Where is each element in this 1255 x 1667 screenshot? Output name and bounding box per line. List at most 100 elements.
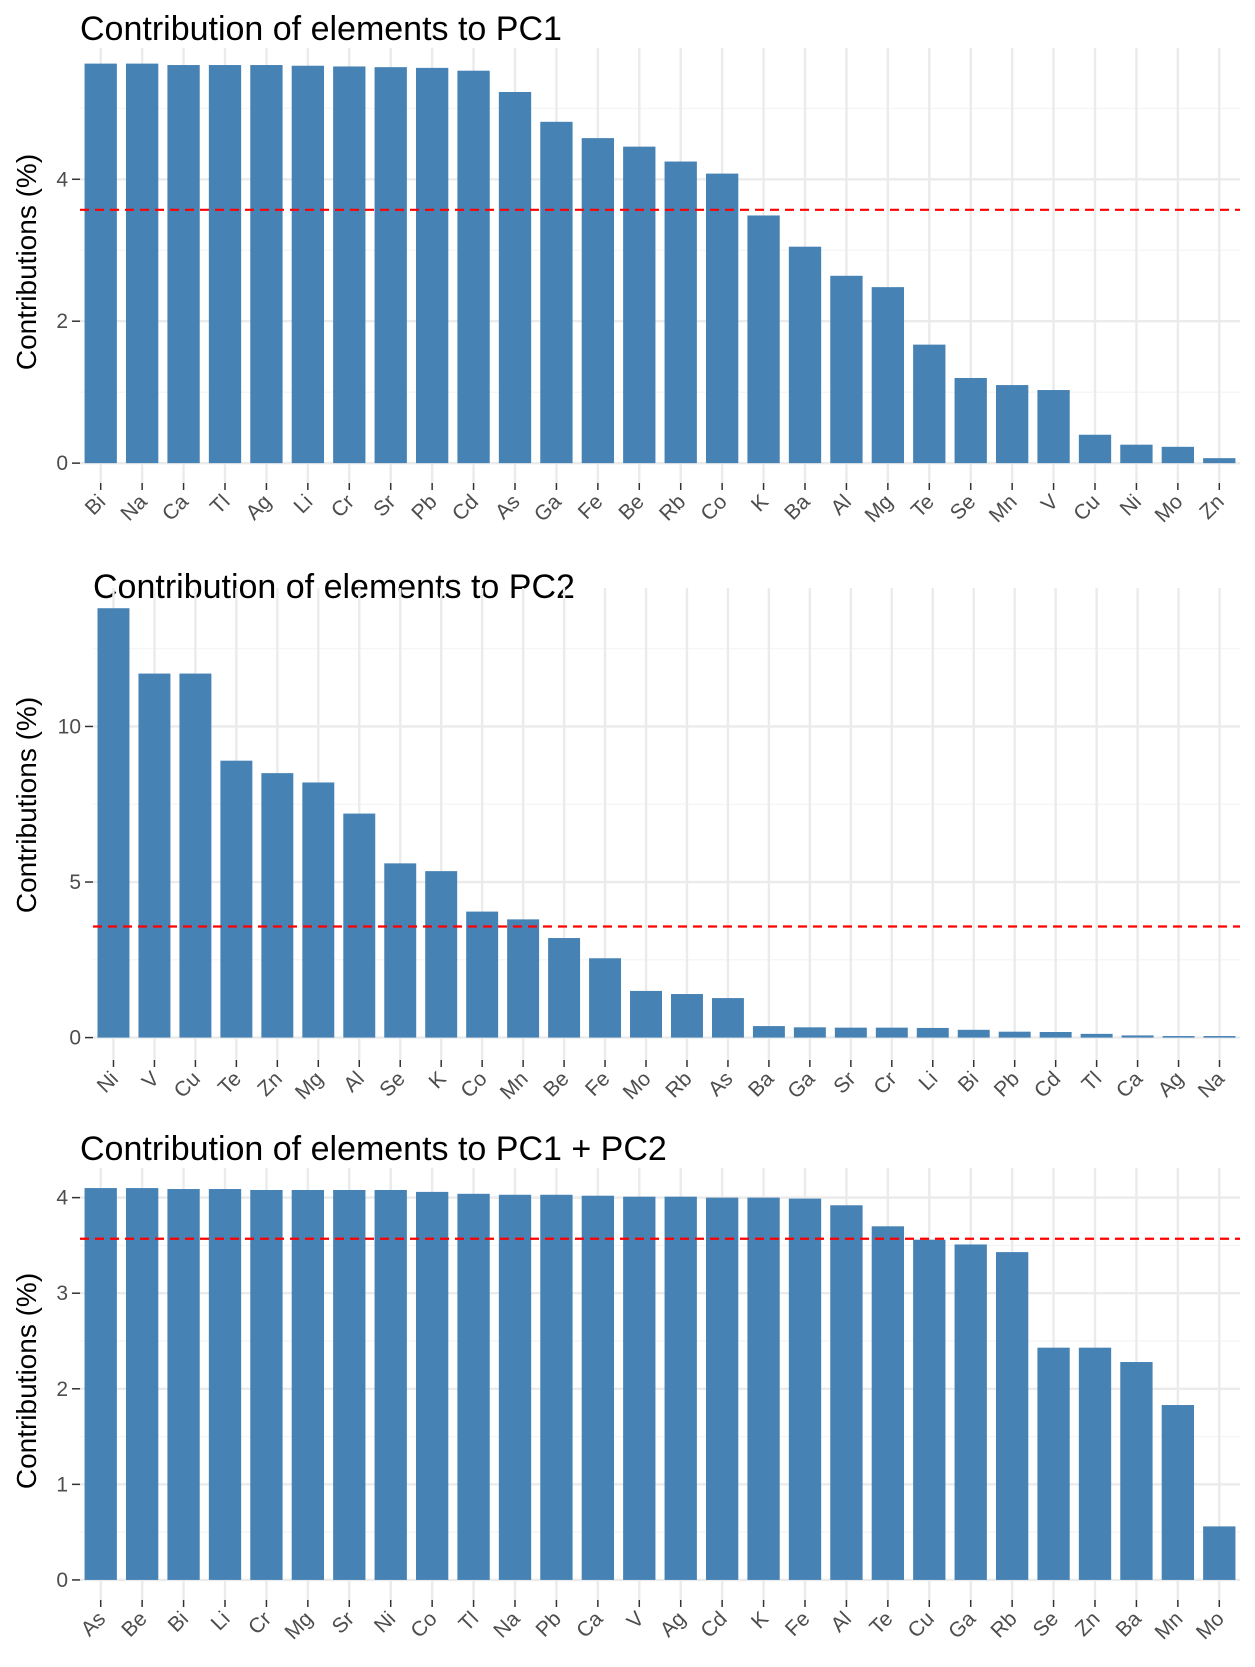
x-tick-label: Na <box>116 490 151 525</box>
bar-Ni <box>1120 444 1153 464</box>
panel-pc1: Contribution of elements to PC1 Contribu… <box>11 10 1240 527</box>
y-tick-label: 10 <box>58 715 81 738</box>
bar-K <box>747 215 780 464</box>
bar-Ga <box>954 1244 987 1580</box>
x-tick-label: Be <box>117 1607 151 1641</box>
bar-Mg <box>871 287 905 464</box>
bar-V <box>1037 390 1070 464</box>
bar-Bi <box>957 1029 990 1038</box>
x-tick-label: Bi <box>164 1607 193 1636</box>
bar-Ag <box>664 1196 697 1580</box>
x-tick-label: V <box>1037 490 1063 516</box>
x-tick-label: V <box>138 1067 164 1093</box>
x-tick-label: Tl <box>454 1607 483 1636</box>
y-axis: 0 2 4 <box>56 168 80 475</box>
bar-Rb <box>664 161 697 464</box>
chart-title: Contribution of elements to PC2 <box>93 568 575 606</box>
x-tick-label: Cr <box>869 1067 901 1099</box>
x-tick-label: Mo <box>1192 1607 1229 1644</box>
x-tick-label: Ca <box>158 490 193 525</box>
bar-Mo <box>1161 446 1195 464</box>
x-tick-label: Cr <box>327 490 359 522</box>
bars <box>84 63 1236 464</box>
panel-pc2: Contribution of elements to PC2 Contribu… <box>11 568 1240 1104</box>
x-tick-label: Mg <box>280 1607 317 1644</box>
bar-Be <box>548 938 581 1038</box>
x-tick-label: Na <box>489 1607 524 1642</box>
bar-Rb <box>671 994 703 1038</box>
x-tick-label: Te <box>214 1067 246 1099</box>
bar-Cd <box>705 1197 739 1580</box>
x-tick-label: Sr <box>829 1067 860 1098</box>
x-tick-label: Pb <box>532 1607 566 1641</box>
x-tick-label: Ba <box>1112 1607 1147 1642</box>
bar-Na <box>498 1194 532 1580</box>
x-axis: Ni V Cu Te Zn Mg Al Se K Co Mn Be Fe Mo Rb As Ba Ga Sr Cr Li… <box>93 1060 1229 1104</box>
bar-Cr <box>250 1189 283 1580</box>
x-tick-label: K <box>425 1067 451 1093</box>
x-tick-label: Te <box>907 490 939 522</box>
x-tick-label: As <box>491 490 525 524</box>
bar-Na <box>125 63 159 464</box>
x-tick-label: Cu <box>904 1607 939 1642</box>
x-tick-label: Ga <box>783 1067 819 1103</box>
bar-Fe <box>581 138 615 464</box>
bar-Ag <box>1162 1036 1195 1038</box>
y-tick-label: 0 <box>56 452 68 475</box>
y-tick-label: 4 <box>56 1187 68 1210</box>
x-tick-label: Na <box>1194 1067 1229 1102</box>
x-tick-label: Pb <box>990 1067 1024 1101</box>
x-tick-label: K <box>747 1607 773 1633</box>
x-tick-label: Cd <box>1030 1067 1065 1102</box>
bar-Mo <box>1203 1526 1236 1580</box>
bar-Co <box>415 1191 449 1580</box>
x-tick-label: Ag <box>242 490 276 524</box>
x-tick-label: Zn <box>1195 490 1229 524</box>
bar-As <box>498 91 532 464</box>
bar-Ca <box>167 65 200 464</box>
bar-Ag <box>250 65 283 464</box>
bar-Ba <box>788 246 822 464</box>
x-tick-label: Rb <box>655 490 690 525</box>
x-tick-label: Tl <box>206 490 235 519</box>
bar-Tl <box>1080 1033 1113 1038</box>
x-tick-label: Zn <box>1071 1607 1105 1641</box>
y-tick-label: 2 <box>56 310 68 333</box>
x-tick-label: Cu <box>170 1067 205 1102</box>
x-tick-label: Co <box>696 490 731 525</box>
bar-Pb <box>415 67 449 464</box>
bar-Mg <box>302 782 335 1038</box>
x-tick-label: Se <box>1029 1607 1063 1641</box>
y-axis: 0 1 2 3 4 <box>56 1187 80 1592</box>
y-axis-label: Contributions (%) <box>11 697 42 913</box>
bar-Fe <box>788 1198 822 1580</box>
bar-Li <box>208 1189 242 1580</box>
y-tick-label: 2 <box>56 1378 68 1401</box>
bar-Cu <box>179 673 212 1038</box>
x-tick-label: Ba <box>744 1067 779 1102</box>
x-tick-label: Ag <box>656 1607 690 1641</box>
bar-Mn <box>995 385 1029 464</box>
bar-Be <box>125 1188 159 1580</box>
bar-V <box>138 673 171 1038</box>
bar-Cd <box>1039 1031 1072 1038</box>
bar-Fe <box>589 958 622 1038</box>
x-tick-label: Li <box>914 1067 942 1095</box>
x-tick-label: Mo <box>619 1067 656 1104</box>
bar-Tl <box>208 65 242 464</box>
x-tick-label: Co <box>456 1067 491 1102</box>
bar-Cu <box>913 1239 946 1580</box>
bar-Ba <box>752 1026 785 1038</box>
y-tick-label: 4 <box>56 168 68 191</box>
bar-Al <box>830 275 863 464</box>
y-axis-label: Contributions (%) <box>11 154 42 370</box>
y-tick-label: 0 <box>69 1027 81 1050</box>
x-tick-label: Mn <box>1150 1607 1187 1644</box>
bar-Mn <box>1161 1405 1195 1580</box>
bar-Ga <box>540 121 573 464</box>
x-tick-label: Cr <box>244 1607 276 1639</box>
x-tick-label: Fe <box>581 1067 615 1101</box>
x-tick-label: Tl <box>1078 1067 1107 1096</box>
x-tick-label: Ni <box>1116 490 1146 520</box>
x-tick-label: Cd <box>448 490 483 525</box>
